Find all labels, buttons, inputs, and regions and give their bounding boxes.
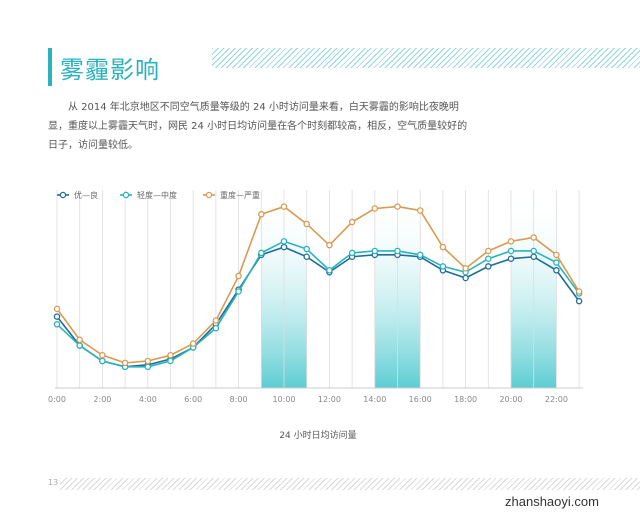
title-accent-bar: [48, 48, 52, 86]
legend-label: 轻度—中度: [137, 190, 177, 200]
data-point: [235, 272, 242, 280]
data-point: [553, 267, 560, 274]
data-point: [212, 324, 220, 332]
x-axis-label: 24 小时日均访问量: [279, 429, 356, 441]
data-point: [416, 207, 424, 214]
header-hatch-decoration: [212, 48, 640, 68]
legend-swatch-marker: [205, 191, 213, 199]
series-line: [56, 205, 580, 364]
data-point: [258, 211, 265, 218]
data-point: [121, 359, 129, 367]
x-tick-label: 18:00: [454, 395, 477, 404]
data-point: [76, 336, 83, 343]
data-point: [507, 238, 515, 245]
data-point: [575, 297, 583, 305]
x-tick-label: 16:00: [409, 395, 432, 404]
x-tick-label: 14:00: [363, 395, 386, 404]
legend-swatch-marker: [122, 191, 130, 199]
footer-hatch-decoration: [60, 478, 640, 490]
legend-label: 优—良: [74, 190, 98, 200]
data-point: [303, 220, 310, 228]
data-point: [462, 274, 469, 282]
data-point: [485, 263, 492, 270]
series-line: [56, 240, 580, 368]
x-tick-label: 12:00: [318, 395, 341, 404]
intro-paragraph: 从 2014 年北京地区不同空气质量等级的 24 小时访问量来看，白天雾霾的影响…: [48, 102, 468, 151]
x-tick-label: 6:00: [184, 395, 202, 404]
x-tick-label: 2:00: [93, 395, 111, 404]
data-point: [235, 288, 242, 295]
data-point: [258, 249, 265, 257]
data-point: [530, 253, 537, 261]
chart-series: [53, 203, 583, 371]
watermark: zhanshaoyi.com: [505, 494, 599, 509]
data-point: [280, 243, 288, 251]
data-point: [575, 288, 583, 295]
data-point: [303, 253, 310, 261]
page-number: 13: [48, 478, 59, 487]
data-point: [371, 205, 379, 212]
data-point: [76, 342, 83, 349]
data-point: [280, 238, 288, 245]
data-point: [167, 357, 174, 365]
x-tick-label: 8:00: [230, 395, 248, 404]
data-point: [553, 251, 560, 259]
data-point: [485, 255, 492, 262]
series-line: [56, 246, 580, 368]
data-point: [416, 251, 424, 259]
data-point: [348, 218, 356, 226]
data-point: [394, 247, 401, 255]
x-tick-label: 0:00: [48, 395, 66, 404]
data-point: [53, 313, 61, 320]
data-point: [394, 203, 401, 210]
data-point: [326, 241, 333, 249]
legend-swatch-marker: [59, 191, 67, 199]
chart-axis: 0:00 2:00 4:00 6:00 8:00 10:00 12:00 14:00 16:00…: [48, 387, 584, 404]
legend-label: 重度—严重: [220, 190, 260, 200]
data-point: [303, 245, 310, 253]
data-point: [439, 263, 447, 270]
data-point: [348, 249, 356, 257]
data-point: [53, 305, 61, 313]
data-point: [144, 357, 152, 365]
data-point: [462, 265, 469, 272]
data-point: [371, 247, 379, 255]
data-point: [212, 317, 220, 324]
data-point: [99, 357, 106, 365]
page-title: 雾霾影响: [60, 56, 160, 84]
chart-grid: [56, 190, 580, 388]
data-point: [99, 351, 106, 359]
data-point: [53, 321, 61, 328]
data-point: [280, 203, 288, 210]
x-tick-label: 20:00: [499, 395, 522, 404]
data-point: [507, 247, 515, 255]
x-tick-label: 4:00: [139, 395, 157, 404]
data-point: [144, 363, 152, 371]
data-point: [507, 255, 515, 262]
data-point: [167, 351, 174, 359]
data-point: [553, 259, 560, 266]
data-point: [439, 243, 447, 251]
chart-legend: 优—良 轻度—中度 重度—严重: [57, 190, 260, 200]
data-point: [530, 234, 537, 241]
data-point: [326, 267, 333, 274]
data-point: [485, 247, 492, 255]
x-tick-label: 22:00: [545, 395, 568, 404]
data-point: [189, 340, 197, 347]
x-tick-label: 10:00: [272, 395, 295, 404]
data-point: [530, 247, 537, 255]
